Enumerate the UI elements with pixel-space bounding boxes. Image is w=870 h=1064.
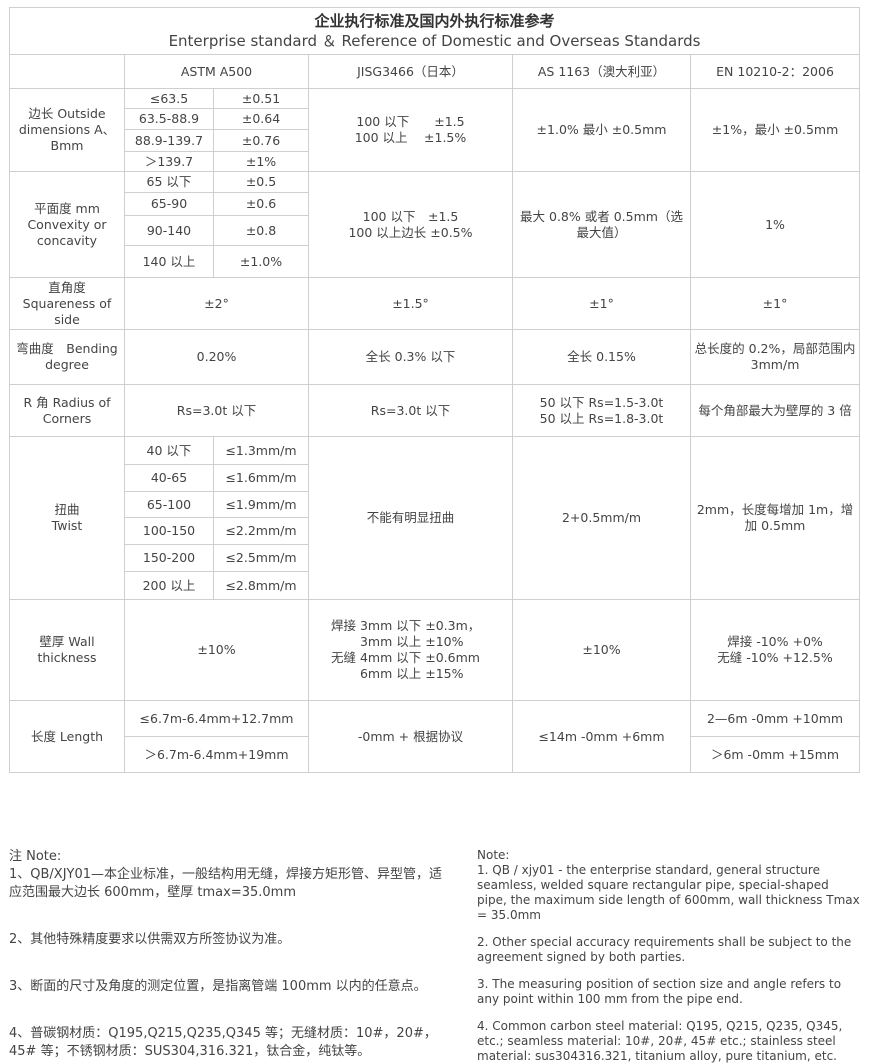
- cell: 焊接 -10% +0% 无缝 -10% +12.5%: [689, 599, 861, 701]
- notes-english: Note: 1. QB / xjy01 - the enterprise sta…: [477, 848, 862, 1064]
- cell: 40-65: [124, 464, 214, 492]
- row-label: 弯曲度 Bending degree: [9, 329, 125, 385]
- cell: 2+0.5mm/m: [512, 436, 691, 600]
- cell: ±0.51: [213, 88, 309, 109]
- header-row: ASTM A500 JISG3466（日本） AS 1163（澳大利亚） EN 102…: [9, 54, 861, 89]
- cell: Rs=3.0t 以下: [124, 384, 309, 437]
- row-label: 扭曲 Twist: [9, 436, 125, 600]
- cell: 140 以上: [124, 245, 214, 278]
- note-item: 1. QB / xjy01 - the enterprise standard,…: [477, 863, 860, 922]
- cell: 每个角部最大为壁厚的 3 倍: [689, 384, 861, 437]
- cell: 63.5-88.9: [124, 108, 214, 130]
- table-row: 平面度 mm Convexity or concavity 65 以下 ±0.5 10…: [9, 171, 861, 278]
- cell: ±0.8: [213, 215, 309, 246]
- cell: ≤2.8mm/m: [213, 571, 309, 600]
- cell: ≤6.7m-6.4mm+12.7mm: [124, 700, 309, 737]
- cell: 50 以下 Rs=1.5-3.0t 50 以上 Rs=1.8-3.0t: [512, 384, 691, 437]
- cell: ±1%: [213, 151, 309, 172]
- cell: 总长度的 0.2%，局部范围内 3mm/m: [689, 329, 861, 385]
- row-label: 直角度 Squareness of side: [9, 277, 125, 330]
- row-label: R 角 Radius of Corners: [9, 384, 125, 437]
- cell: ±1.0%: [213, 245, 309, 278]
- cell: 150-200: [124, 544, 214, 572]
- cell: 不能有明显扭曲: [308, 436, 513, 600]
- note-item: 1、QB/XJY01—本企业标准，一般结构用无缝，焊接方矩形管、异型管，适应范围…: [9, 867, 443, 900]
- row-label: 长度 Length: [9, 700, 125, 773]
- note-item: 4、普碳钢材质：Q195,Q215,Q235,Q345 等；无缝材质：10#，2…: [9, 1026, 437, 1059]
- cell: ≤63.5: [124, 88, 214, 109]
- note-item: 2、其他特殊精度要求以供需双方所签协议为准。: [9, 932, 291, 947]
- cell: 全长 0.3% 以下: [308, 329, 513, 385]
- cell: ±0.5: [213, 171, 309, 193]
- cell: 全长 0.15%: [512, 329, 691, 385]
- cell: 最大 0.8% 或者 0.5mm（选最大值）: [512, 171, 691, 278]
- header-astm: ASTM A500: [124, 54, 309, 89]
- table-row: 扭曲 Twist 40 以下 ≤1.3mm/m 不能有明显扭曲 2+0.5mm/m 2mm…: [9, 436, 861, 600]
- cell: 65 以下: [124, 171, 214, 193]
- note-heading: Note:: [477, 848, 510, 862]
- note-item: 2. Other special accuracy requirements s…: [477, 935, 852, 964]
- note-item: 3. The measuring position of section siz…: [477, 977, 842, 1006]
- cell: ＞139.7: [124, 151, 214, 172]
- cell: ＞6m -0mm +15mm: [689, 736, 861, 773]
- cell: 65-90: [124, 192, 214, 216]
- cell: ±1.0% 最小 ±0.5mm: [512, 88, 691, 172]
- cell: Rs=3.0t 以下: [308, 384, 513, 437]
- note-heading: 注 Note:: [9, 849, 62, 864]
- table-row: 长度 Length ≤6.7m-6.4mm+12.7mm -0mm + 根据协议 ≤1…: [9, 700, 861, 773]
- table-row: 直角度 Squareness of side ±2° ±1.5° ±1° ±1°: [9, 277, 861, 330]
- cell: ±0.76: [213, 129, 309, 152]
- cell: ±1°: [689, 277, 861, 330]
- cell: 90-140: [124, 215, 214, 246]
- standards-table: 企业执行标准及国内外执行标准参考 Enterprise standard ＆ Re…: [8, 7, 861, 773]
- cell: ≤1.3mm/m: [213, 436, 309, 465]
- row-label: 平面度 mm Convexity or concavity: [9, 171, 125, 278]
- cell: 88.9-139.7: [124, 129, 214, 152]
- cell: ≤14m -0mm +6mm: [512, 700, 691, 773]
- cell: 100 以下 ±1.5 100 以上 ±1.5%: [308, 88, 513, 172]
- table-row: 壁厚 Wall thickness ±10% 焊接 3mm 以下 ±0.3m， 3m…: [9, 599, 861, 701]
- cell: ±0.64: [213, 108, 309, 130]
- cell: ±2°: [124, 277, 309, 330]
- cell: ±10%: [512, 599, 691, 701]
- cell: 40 以下: [124, 436, 214, 465]
- note-item: 4. Common carbon steel material: Q195, Q…: [477, 1019, 843, 1063]
- cell: 1%: [689, 171, 861, 278]
- cell: ±0.6: [213, 192, 309, 216]
- cell: ±1.5°: [308, 277, 513, 330]
- cell: ±10%: [124, 599, 309, 701]
- cell: 2—6m -0mm +10mm: [689, 700, 861, 737]
- cell: -0mm + 根据协议: [308, 700, 513, 773]
- cell: ≤2.2mm/m: [213, 517, 309, 545]
- table-title: 企业执行标准及国内外执行标准参考 Enterprise standard ＆ Re…: [8, 7, 861, 55]
- cell: ≤1.9mm/m: [213, 491, 309, 518]
- row-label: 壁厚 Wall thickness: [9, 599, 125, 701]
- cell: 100-150: [124, 517, 214, 545]
- cell: ≤2.5mm/m: [213, 544, 309, 572]
- cell: ≤1.6mm/m: [213, 464, 309, 492]
- cell: 100 以下 ±1.5 100 以上边长 ±0.5%: [308, 171, 513, 278]
- cell: 焊接 3mm 以下 ±0.3m， 3mm 以上 ±10% 无缝 4mm 以下 ±…: [308, 599, 513, 701]
- header-as: AS 1163（澳大利亚）: [512, 54, 691, 89]
- table-row: R 角 Radius of Corners Rs=3.0t 以下 Rs=3.0t 以…: [9, 384, 861, 437]
- table-row: 弯曲度 Bending degree 0.20% 全长 0.3% 以下 全长 0.15…: [9, 329, 861, 385]
- table-row: 边长 Outside dimensions A、Bmm ≤63.5 ±0.51 100…: [9, 88, 861, 172]
- header-en: EN 10210-2：2006: [689, 54, 861, 89]
- row-label: 边长 Outside dimensions A、Bmm: [9, 88, 125, 172]
- cell: ±1°: [512, 277, 691, 330]
- notes-chinese: 注 Note: 1、QB/XJY01—本企业标准，一般结构用无缝，焊接方矩形管、…: [9, 848, 449, 1061]
- note-item: 3、断面的尺寸及角度的测定位置，是指离管端 100mm 以内的任意点。: [9, 979, 427, 994]
- header-jis: JISG3466（日本）: [308, 54, 513, 89]
- cell: 0.20%: [124, 329, 309, 385]
- cell: ＞6.7m-6.4mm+19mm: [124, 736, 309, 773]
- cell: 2mm，长度每增加 1m，增加 0.5mm: [689, 436, 861, 600]
- cell: ±1%，最小 ±0.5mm: [689, 88, 861, 172]
- cell: 200 以上: [124, 571, 214, 600]
- cell: 65-100: [124, 491, 214, 518]
